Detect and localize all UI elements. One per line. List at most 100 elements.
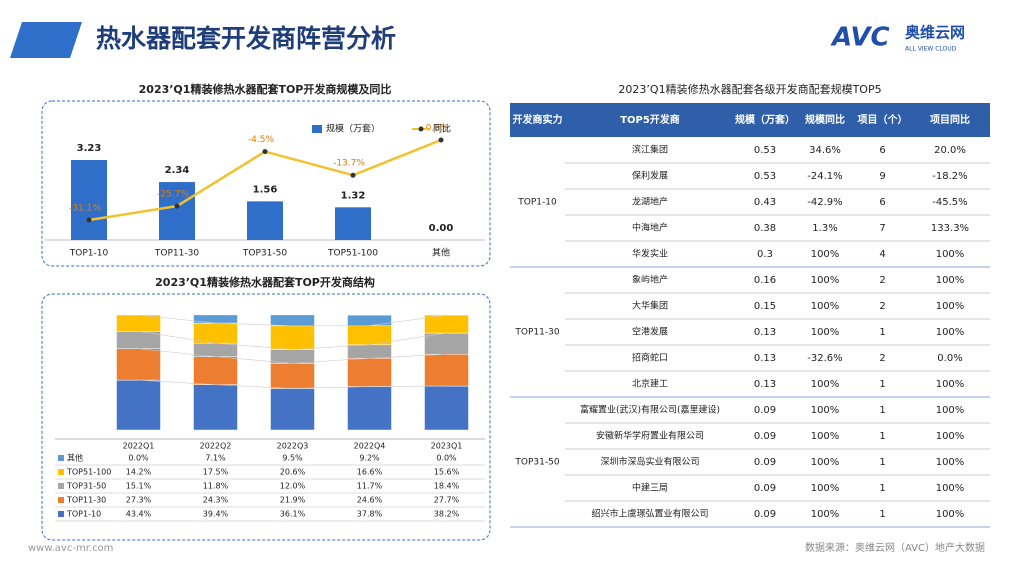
x-tick-label: 2022Q2 xyxy=(200,442,232,451)
bar-segment xyxy=(347,386,392,431)
line-point xyxy=(350,172,356,178)
table-cell: 100% xyxy=(936,275,965,286)
table-cell: 0.13 xyxy=(754,353,776,364)
data-label: 36.1% xyxy=(280,510,306,519)
table-cell: 中建三局 xyxy=(632,482,668,494)
table-cell: 保利发展 xyxy=(632,170,668,182)
x-tick-label: 2022Q3 xyxy=(277,442,309,451)
data-label: 24.6% xyxy=(357,496,383,505)
data-label: 27.3% xyxy=(126,496,152,505)
table-cell: 100% xyxy=(811,301,840,312)
bar-segment xyxy=(116,348,161,381)
data-label: 2.34 xyxy=(165,165,190,176)
table-cell: 北京建工 xyxy=(632,378,668,390)
legend-label: TOP31-50 xyxy=(66,482,106,491)
table-cell: 100% xyxy=(811,457,840,468)
table-cell: -18.2% xyxy=(932,171,967,182)
table-cell: 绍兴市上虞璟弘置业有限公司 xyxy=(591,508,708,520)
series-line xyxy=(138,379,447,389)
table-cell: 2 xyxy=(879,275,885,286)
table-cell: 2 xyxy=(879,353,885,364)
table-cell: 0.38 xyxy=(754,223,776,234)
bar-segment xyxy=(193,322,238,344)
series-line xyxy=(138,314,447,327)
x-tick-label: 2023Q1 xyxy=(431,442,463,451)
tier-label: TOP1-10 xyxy=(517,198,557,208)
table-cell: 0.3 xyxy=(757,249,773,260)
table-header-cell: 规模同比 xyxy=(805,113,845,126)
table-cell: 100% xyxy=(811,509,840,520)
table-cell: 100% xyxy=(811,431,840,442)
data-label: 14.2% xyxy=(126,468,152,477)
data-label: 18.4% xyxy=(434,482,460,491)
table-cell: 0.13 xyxy=(754,379,776,390)
table-header-cell: 规模（万套） xyxy=(735,113,795,126)
table-cell: 100% xyxy=(936,379,965,390)
table-cell: 0.53 xyxy=(754,171,776,182)
table-cell: 100% xyxy=(936,405,965,416)
bar-segment xyxy=(193,342,238,357)
legend-swatch xyxy=(58,483,64,489)
bar-segment xyxy=(347,314,392,326)
bar xyxy=(159,182,195,240)
data-label: 9.2% xyxy=(359,454,380,463)
bar-segment xyxy=(116,379,161,431)
x-tick-label: 2022Q1 xyxy=(123,442,155,451)
table-header-cell: 开发商实力 xyxy=(513,113,563,126)
table-cell: 0.09 xyxy=(754,405,776,416)
legend-label: TOP51-100 xyxy=(66,468,111,477)
table-cell: 0.09 xyxy=(754,483,776,494)
series-line xyxy=(138,348,447,364)
table-cell: 34.6% xyxy=(809,145,841,156)
table-cell: 1.3% xyxy=(812,223,837,234)
table-cell: -45.5% xyxy=(932,197,967,208)
data-label: 20.6% xyxy=(280,468,306,477)
data-label: 21.9% xyxy=(280,496,306,505)
table-cell: 133.3% xyxy=(931,223,969,234)
table-cell: 0.16 xyxy=(754,275,776,286)
chart-title: 2023’Q1精装修热水器配套TOP开发商规模及同比 xyxy=(139,82,392,96)
title-decoration xyxy=(10,22,82,58)
bar-segment xyxy=(270,388,315,431)
table-header xyxy=(510,103,990,137)
line-label: -13.7% xyxy=(333,159,365,169)
legend-label: 同比 xyxy=(433,123,451,135)
table-cell: 华发实业 xyxy=(632,248,668,260)
legend-swatch xyxy=(58,455,64,461)
chart-title: 2023’Q1精装修热水器配套TOP开发商结构 xyxy=(155,275,375,289)
bar-segment xyxy=(193,356,238,385)
bar-segment xyxy=(424,314,469,334)
bar-segment xyxy=(347,357,392,387)
data-label: 16.6% xyxy=(357,468,383,477)
data-label: 7.1% xyxy=(205,454,226,463)
footer-url: www.avc-mr.com xyxy=(28,543,113,554)
x-tick-label: 2022Q4 xyxy=(354,442,386,451)
table-cell: 1 xyxy=(879,431,885,442)
table-cell: 1 xyxy=(879,457,885,468)
table-cell: 0.53 xyxy=(754,145,776,156)
data-label: 9.5% xyxy=(282,454,303,463)
data-label: 39.4% xyxy=(203,510,229,519)
table-cell: 1 xyxy=(879,509,885,520)
data-label: 3.23 xyxy=(77,143,102,154)
logo-en: ALL VIEW CLOUD xyxy=(905,46,957,53)
table-header-cell: 项目（个） xyxy=(858,113,908,126)
bar-segment xyxy=(424,385,469,431)
table-cell: 20.0% xyxy=(934,145,966,156)
legend-swatch xyxy=(58,497,64,503)
bar-segment xyxy=(193,314,238,324)
panel-border xyxy=(41,293,491,541)
table-cell: -32.6% xyxy=(807,353,842,364)
table-cell: 1 xyxy=(879,483,885,494)
logo-cn: 奥维云网 xyxy=(905,24,965,42)
table-cell: 1 xyxy=(879,327,885,338)
bar-segment xyxy=(270,349,315,364)
table-cell: 0.09 xyxy=(754,431,776,442)
table-cell: 100% xyxy=(936,483,965,494)
table-cell: 100% xyxy=(936,431,965,442)
legend-label: 规模（万套） xyxy=(326,123,380,135)
table-cell: 100% xyxy=(811,275,840,286)
data-label: 0.0% xyxy=(436,454,457,463)
data-label: 1.56 xyxy=(253,184,278,195)
